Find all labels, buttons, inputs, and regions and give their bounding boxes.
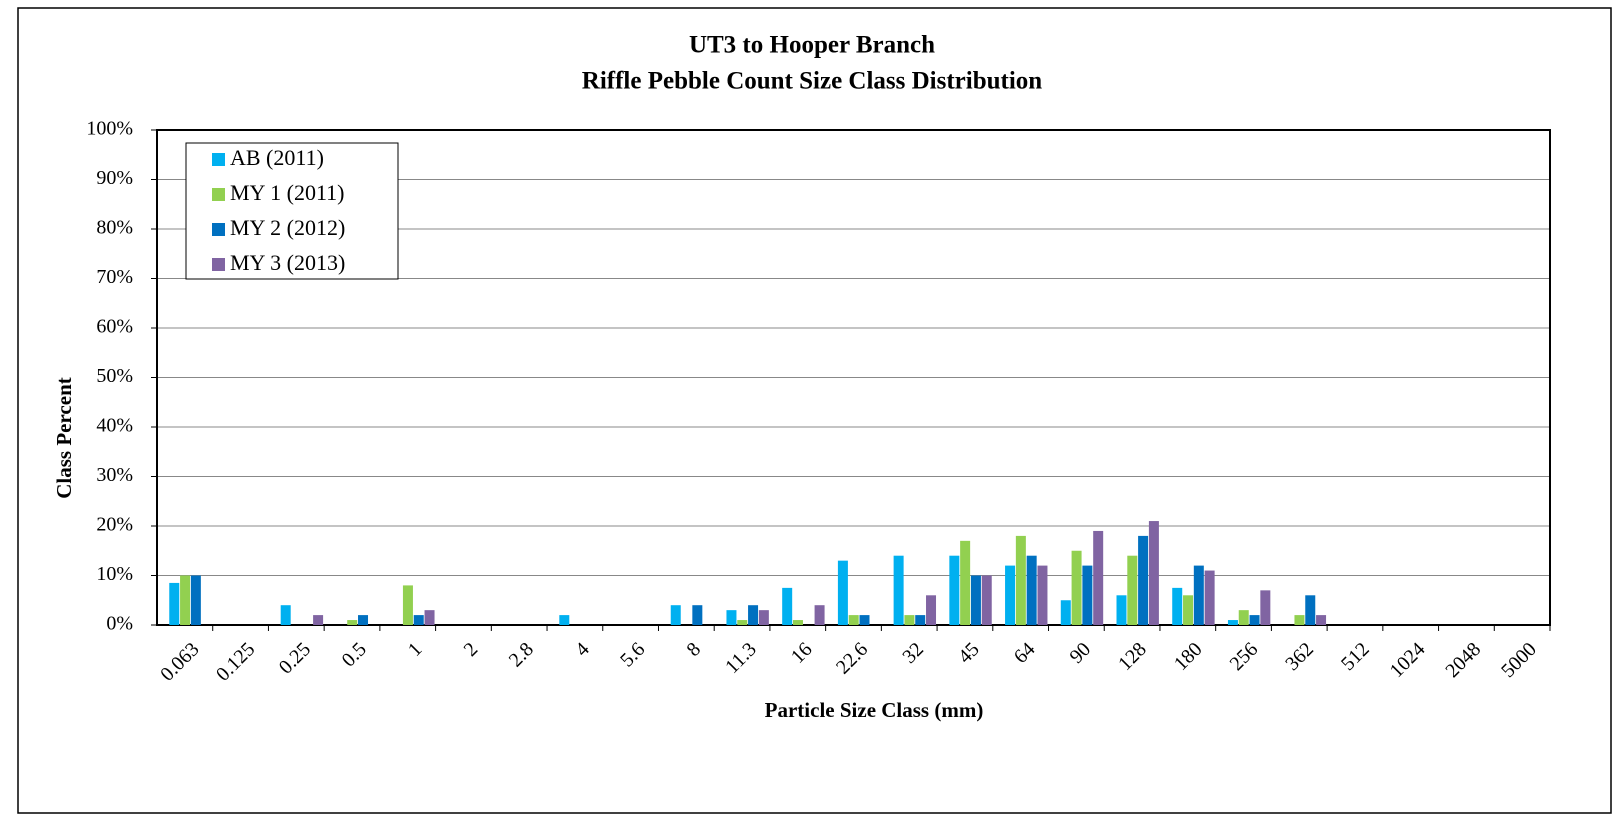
bar xyxy=(169,582,180,625)
chart-subtitle: Riffle Pebble Count Size Class Distribut… xyxy=(582,68,1043,95)
bar xyxy=(424,610,435,625)
bar xyxy=(748,605,759,625)
bar xyxy=(758,610,769,625)
bar xyxy=(859,615,870,625)
bar xyxy=(792,620,803,625)
bar xyxy=(1005,565,1016,625)
bar xyxy=(726,610,737,625)
bar xyxy=(1116,595,1127,625)
bar xyxy=(358,615,369,625)
bar xyxy=(926,595,937,625)
bar xyxy=(1148,521,1159,625)
bar xyxy=(782,587,793,625)
bar xyxy=(347,620,358,625)
bar xyxy=(904,615,915,625)
bar xyxy=(559,615,570,625)
bar xyxy=(848,615,859,625)
bar xyxy=(1204,570,1215,625)
legend-label: MY 1 (2011) xyxy=(230,180,344,205)
y-tick-label: 40% xyxy=(96,415,133,437)
bar xyxy=(960,540,971,625)
bar xyxy=(1316,615,1327,625)
bar xyxy=(981,575,992,625)
legend-swatch xyxy=(212,153,225,166)
y-tick-label: 60% xyxy=(96,316,133,338)
bar xyxy=(413,615,424,625)
legend-swatch xyxy=(212,223,225,236)
bar xyxy=(1260,590,1271,625)
bar xyxy=(737,620,748,625)
bar xyxy=(1183,595,1194,625)
bar xyxy=(402,585,413,625)
chart-border xyxy=(17,7,1612,814)
x-axis-title: Particle Size Class (mm) xyxy=(765,698,984,722)
bar xyxy=(949,555,960,625)
bar xyxy=(1294,615,1305,625)
legend-label: MY 2 (2012) xyxy=(230,215,345,240)
y-tick-label: 70% xyxy=(96,266,133,288)
legend-label: MY 3 (2013) xyxy=(230,250,345,275)
legend-label: AB (2011) xyxy=(230,145,324,170)
bar xyxy=(670,605,681,625)
bar xyxy=(1082,565,1093,625)
bar xyxy=(180,575,191,625)
bar xyxy=(1227,620,1238,625)
bar xyxy=(970,575,981,625)
legend-swatch xyxy=(212,188,225,201)
y-tick-label: 100% xyxy=(86,118,133,140)
legend: AB (2011) MY 1 (2011) MY 2 (2012) MY 3 (201… xyxy=(185,142,399,280)
bar xyxy=(280,605,291,625)
bar xyxy=(313,615,324,625)
y-tick-label: 80% xyxy=(96,217,133,239)
y-tick-label: 50% xyxy=(96,365,133,387)
bar xyxy=(1015,535,1026,625)
bar xyxy=(190,575,201,625)
y-tick-label: 90% xyxy=(96,167,133,189)
y-tick-label: 10% xyxy=(96,563,133,585)
bar xyxy=(1071,550,1082,625)
bar xyxy=(1037,565,1048,625)
bar xyxy=(1060,600,1071,625)
bar xyxy=(814,605,825,625)
chart-title: UT3 to Hooper Branch xyxy=(689,32,935,59)
bar xyxy=(1127,555,1138,625)
legend-swatch xyxy=(212,258,225,271)
bar xyxy=(1172,587,1183,625)
bar xyxy=(1026,555,1037,625)
bar xyxy=(837,560,848,625)
y-tick-label: 0% xyxy=(106,613,133,635)
bar xyxy=(1305,595,1316,625)
y-tick-label: 20% xyxy=(96,514,133,536)
bar xyxy=(915,615,926,625)
bar xyxy=(1249,615,1260,625)
bar xyxy=(1138,535,1149,625)
bar xyxy=(692,605,703,625)
bar xyxy=(1093,530,1104,625)
bar xyxy=(1193,565,1204,625)
bar xyxy=(893,555,904,625)
y-tick-label: 30% xyxy=(96,464,133,486)
bar xyxy=(1238,610,1249,625)
y-axis-title: Class Percent xyxy=(52,377,76,499)
